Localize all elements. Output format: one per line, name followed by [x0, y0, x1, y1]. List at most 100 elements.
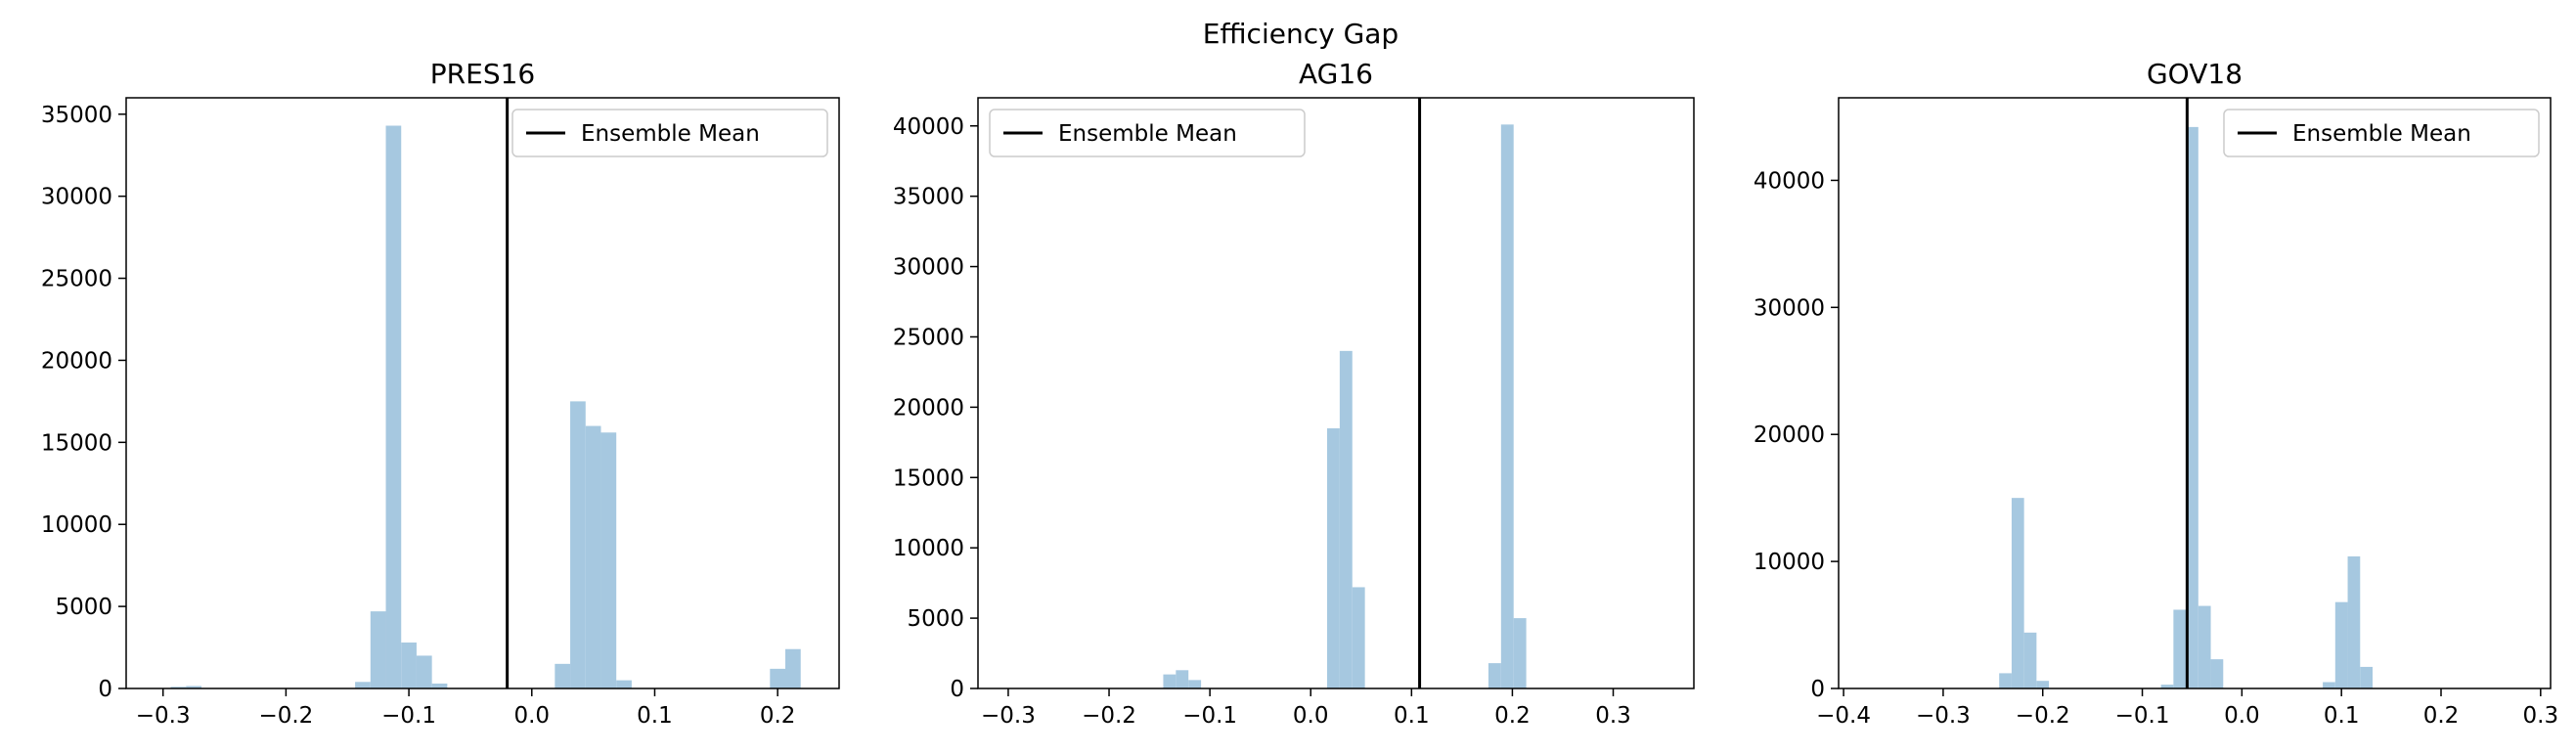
x-tick-label: 0.0 — [2224, 703, 2260, 729]
histogram-bar — [385, 125, 402, 688]
y-tick-label: 40000 — [1754, 168, 1825, 194]
panel-gov18: −0.4 −0.3 −0.2 −0.1 0.0 0.1 0.2 0.3 0 10000 20000 3… — [1754, 58, 2558, 729]
figure-suptitle: Efficiency Gap — [1203, 18, 1399, 50]
y-tick-label: 25000 — [41, 267, 112, 292]
histogram-bar — [585, 425, 601, 688]
panel-ag16: −0.3 −0.2 −0.1 0.0 0.1 0.2 0.3 0 5000 10000 15000 2… — [893, 58, 1695, 729]
x-tick-label: 0.1 — [1394, 703, 1430, 729]
histogram-bar — [2036, 681, 2050, 688]
y-tick-label: 15000 — [41, 430, 112, 456]
x-tick-label: −0.4 — [1816, 703, 1871, 729]
y-tick-label: 20000 — [1754, 422, 1825, 448]
subplot-title: PRES16 — [430, 58, 535, 90]
axes-frame — [977, 97, 1695, 689]
x-tick-label: 0.0 — [513, 703, 550, 729]
x-tick-label: 0.0 — [1293, 703, 1329, 729]
histogram-bar — [1488, 663, 1501, 688]
histogram-bar — [2186, 126, 2198, 688]
histogram-bar — [600, 432, 617, 688]
y-tick-label: 0 — [950, 677, 964, 702]
x-tick-label: −0.1 — [1182, 703, 1237, 729]
y-tick-label: 0 — [98, 677, 112, 702]
histogram-bar — [1352, 587, 1365, 688]
x-tick-label: 0.3 — [2523, 703, 2559, 729]
histogram-bar — [2011, 498, 2024, 688]
y-tick-label: 10000 — [1754, 550, 1825, 575]
histogram-bar — [2334, 601, 2348, 688]
x-tick-label: −0.3 — [981, 703, 1036, 729]
legend-label: Ensemble Mean — [2292, 121, 2471, 147]
x-tick-label: 0.2 — [760, 703, 796, 729]
histogram-bar — [570, 401, 586, 688]
histogram-bar — [401, 643, 417, 688]
histogram-bar — [785, 648, 801, 688]
x-tick-label: −0.2 — [1082, 703, 1136, 729]
histogram-bar — [2173, 609, 2187, 688]
histogram-bar — [416, 655, 432, 688]
y-tick-label: 35000 — [893, 185, 964, 210]
subplot-title: GOV18 — [2147, 58, 2243, 90]
histogram-bar — [1500, 124, 1514, 688]
plot-area — [1163, 98, 1527, 688]
y-tick-label: 30000 — [1754, 295, 1825, 321]
plot-area — [1999, 98, 2373, 688]
histogram-bar — [355, 682, 371, 688]
histogram-bar — [1999, 673, 2012, 688]
histogram-bar — [555, 663, 571, 688]
y-tick-label: 30000 — [41, 185, 112, 210]
histogram-bar — [2160, 685, 2174, 688]
histogram-bar — [2023, 632, 2037, 688]
y-tick-label: 0 — [1810, 677, 1825, 702]
histogram-bar — [1188, 680, 1202, 688]
histogram-bar — [770, 668, 786, 688]
x-tick-label: −0.2 — [258, 703, 313, 729]
legend-box — [511, 109, 828, 157]
histogram-bar — [1176, 670, 1189, 688]
histogram-bar — [431, 683, 448, 688]
x-tick-label: −0.3 — [136, 703, 191, 729]
y-tick-label: 20000 — [41, 348, 112, 374]
y-tick-label: 5000 — [907, 606, 964, 632]
x-tick-label: −0.3 — [1916, 703, 1971, 729]
histogram-bar — [1163, 674, 1177, 688]
histogram-bar — [2360, 666, 2373, 688]
histogram-bar — [1339, 350, 1353, 688]
histogram-bar — [2347, 555, 2361, 688]
legend-box — [2223, 109, 2540, 157]
legend-label: Ensemble Mean — [581, 121, 760, 147]
subplot-title: AG16 — [1299, 58, 1373, 90]
axes-frame — [1838, 97, 2552, 689]
histogram-bar — [186, 686, 201, 688]
x-tick-label: −0.1 — [381, 703, 436, 729]
x-tick-label: 0.3 — [1595, 703, 1631, 729]
x-tick-label: 0.1 — [637, 703, 673, 729]
histogram-bar — [2323, 682, 2335, 688]
legend: Ensemble Mean — [989, 109, 1306, 157]
y-tick-label: 40000 — [893, 114, 964, 140]
y-tick-label: 15000 — [893, 466, 964, 491]
y-tick-label: 5000 — [55, 595, 112, 620]
panel-pres16: −0.3 −0.2 −0.1 0.0 0.1 0.2 0 5000 10000 15000 2000… — [41, 58, 840, 729]
axes-frame — [125, 97, 840, 689]
legend: Ensemble Mean — [511, 109, 828, 157]
y-tick-label: 20000 — [893, 395, 964, 421]
x-tick-label: 0.2 — [2423, 703, 2460, 729]
histogram-bar — [2198, 605, 2211, 688]
histogram-bar — [170, 687, 187, 688]
x-tick-label: −0.1 — [2115, 703, 2170, 729]
legend-box — [989, 109, 1306, 157]
histogram-bar — [370, 611, 386, 688]
x-tick-label: 0.1 — [2324, 703, 2360, 729]
y-tick-label: 10000 — [893, 536, 964, 561]
legend: Ensemble Mean — [2223, 109, 2540, 157]
legend-label: Ensemble Mean — [1058, 121, 1237, 147]
y-tick-label: 30000 — [893, 255, 964, 281]
x-tick-label: 0.2 — [1494, 703, 1531, 729]
histogram-bar — [2210, 659, 2224, 688]
plot-area — [170, 98, 801, 688]
histogram-bar — [616, 680, 632, 688]
histogram-bar — [1326, 427, 1340, 688]
y-tick-label: 25000 — [893, 325, 964, 350]
histogram-bar — [1513, 618, 1527, 688]
